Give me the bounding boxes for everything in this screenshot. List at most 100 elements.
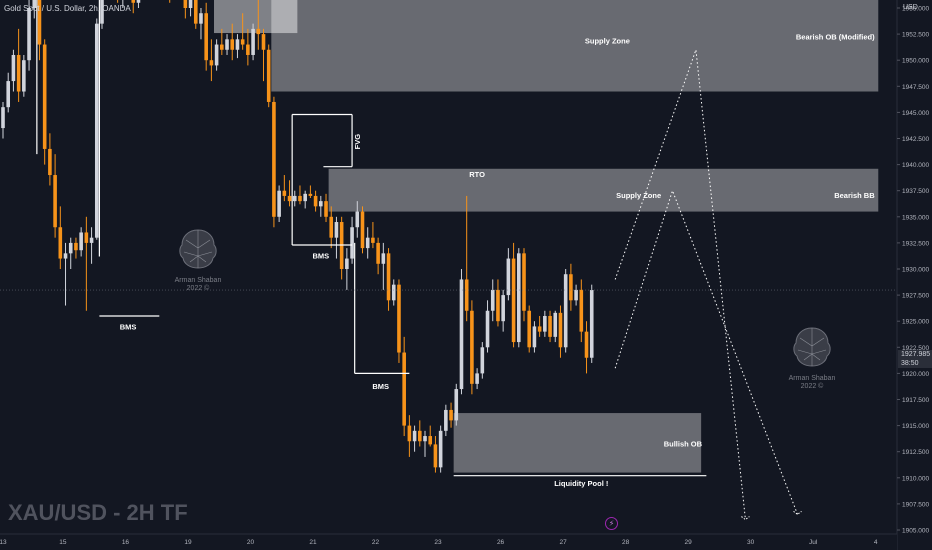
candle-body: [350, 227, 354, 259]
branding-name: Arman Shaban: [174, 277, 222, 284]
candle-body: [490, 289, 495, 311]
candle-body: [204, 13, 208, 61]
candle-body: [475, 373, 479, 384]
x-tick-label: 21: [309, 539, 317, 546]
y-tick-label: 1952.500: [902, 32, 929, 39]
y-tick-label: 1955.000: [902, 6, 929, 13]
candle-body: [428, 436, 433, 445]
annotation-label: RTO: [469, 170, 485, 179]
zone-rect: [453, 413, 702, 473]
candle-body: [438, 430, 443, 468]
zone-rect: [328, 168, 879, 212]
candle-body: [522, 253, 526, 311]
branding-name: Arman Shaban: [788, 375, 836, 382]
candle-body: [183, 0, 188, 8]
candle-body: [94, 23, 99, 238]
candle-body: [365, 237, 370, 249]
candle-body: [553, 312, 558, 337]
x-tick-label: 27: [559, 539, 567, 546]
y-tick-label: 1925.000: [902, 319, 929, 326]
candle-body: [485, 310, 490, 348]
x-tick-label: 15: [59, 539, 67, 546]
candle-body: [579, 289, 584, 332]
candle-body: [376, 242, 380, 264]
y-tick-label: 1930.000: [902, 267, 929, 274]
candle-body: [32, 0, 37, 8]
candle-body: [371, 237, 375, 243]
candle-body: [58, 227, 63, 259]
candle-body: [256, 28, 261, 35]
candle-body: [433, 444, 438, 468]
symbol-title[interactable]: Gold Spot / U.S. Dollar, 2h, OANDA: [4, 4, 131, 13]
y-tick-label: 1937.500: [902, 188, 929, 195]
candle-body: [277, 190, 281, 217]
candle-body: [324, 201, 328, 217]
candle-body: [386, 253, 391, 301]
tradingview-icon[interactable]: ⚡: [605, 517, 618, 530]
candle-body: [131, 0, 136, 3]
candle-body: [230, 39, 235, 50]
candle-body: [261, 34, 266, 50]
last-price-badge[interactable]: 1927.985 38:50: [898, 350, 932, 368]
candle-body: [574, 289, 578, 301]
candle-body: [449, 409, 453, 421]
y-tick-label: 1927.500: [902, 293, 929, 300]
y-tick-label: 1935.000: [902, 214, 929, 221]
zone-label: Bearish OB (Modified): [796, 32, 875, 41]
candle-body: [42, 44, 47, 149]
candle-body: [418, 430, 422, 442]
y-tick-label: 1932.500: [902, 240, 929, 247]
candle-body: [303, 193, 307, 202]
zone-label: Supply Zone: [585, 36, 630, 45]
candle-body: [355, 211, 360, 228]
y-tick-label: 1920.000: [902, 371, 929, 378]
candle-body: [360, 211, 365, 249]
annotation-label: Liquidity Pool !: [554, 479, 608, 488]
y-tick-label: 1910.000: [902, 475, 929, 482]
candle-body: [511, 258, 516, 343]
x-tick-label: 4: [874, 539, 878, 546]
candle-body: [454, 389, 459, 421]
y-tick-label: 1945.000: [902, 110, 929, 117]
x-tick-label: 19: [184, 539, 192, 546]
candle-body: [402, 352, 406, 426]
candle-body: [543, 315, 547, 332]
candle-body: [444, 409, 448, 431]
candle-body: [569, 274, 573, 301]
candle-body: [74, 242, 78, 251]
y-tick-label: 1940.000: [902, 162, 929, 169]
candle-body: [319, 201, 323, 207]
y-tick-label: 1947.500: [902, 84, 929, 91]
candle-body: [37, 0, 42, 45]
annotation-label: BMS: [312, 252, 329, 261]
candle-body: [516, 253, 521, 343]
candle-body: [209, 60, 214, 66]
brain-icon: [793, 327, 831, 367]
y-tick-label: 1907.500: [902, 501, 929, 508]
candle-body: [501, 295, 505, 322]
candle-body: [251, 28, 255, 55]
candle-body: [537, 326, 542, 332]
candle-body: [282, 190, 287, 196]
candle-body: [558, 312, 563, 348]
zone-rect: [214, 0, 298, 34]
candle-body: [407, 425, 412, 442]
time-axis-background: [0, 534, 897, 550]
x-tick-label: 29: [684, 539, 692, 546]
zone-label: Bullish OB: [664, 439, 703, 448]
candle-body: [79, 232, 83, 251]
candle-body: [308, 193, 313, 196]
last-price-value: 1927.985: [901, 351, 931, 358]
candle-body: [464, 279, 469, 311]
candle-body: [240, 39, 245, 45]
candle-body: [188, 0, 193, 8]
annotation-label: FVG: [353, 134, 362, 150]
y-tick-label: 1950.000: [902, 58, 929, 65]
y-tick-label: 1942.500: [902, 136, 929, 143]
candle-body: [235, 39, 240, 50]
candle-body: [136, 0, 141, 3]
candle-body: [84, 232, 89, 243]
